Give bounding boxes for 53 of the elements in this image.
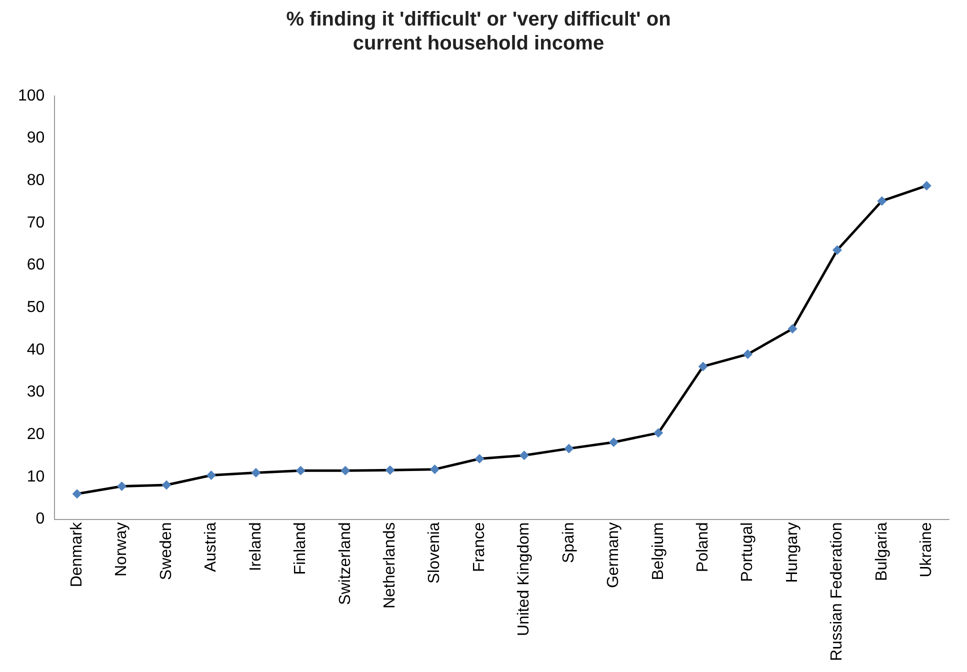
point — [564, 444, 574, 453]
x-tick-label: Poland — [694, 522, 712, 572]
y-tick-label: 20 — [26, 426, 45, 444]
text: % finding it 'difficult' or 'very difficult' on — [286, 8, 671, 31]
y-tick-label: 60 — [26, 256, 45, 274]
x-tick-label: Ireland — [247, 522, 264, 572]
x-tick-label: Belgium — [650, 522, 667, 580]
point — [386, 466, 394, 474]
point — [341, 466, 350, 475]
point — [744, 350, 752, 358]
point — [206, 470, 216, 480]
y-tick-label: 10 — [26, 468, 45, 486]
y-tick-label: 100 — [18, 87, 45, 104]
x-tick-label: United Kingdom — [516, 522, 533, 636]
point — [922, 181, 931, 190]
x-tick-label: France — [470, 522, 488, 572]
y-tick-label: 80 — [26, 172, 45, 190]
point — [698, 362, 708, 371]
text: current household income — [352, 32, 604, 55]
x-tick-label: Germany — [605, 522, 622, 588]
x-tick-label: Slovenia — [426, 522, 444, 584]
x-tick-label: Switzerland — [336, 522, 354, 605]
point — [430, 465, 440, 474]
x-tick-label: Denmark — [68, 521, 86, 588]
y-tick-label: 50 — [26, 299, 45, 316]
point — [520, 451, 528, 460]
x-tick-label: Norway — [113, 522, 130, 576]
y-tick-label: 90 — [26, 130, 45, 147]
y-tick-label: 0 — [36, 510, 45, 528]
x-tick-label: Portugal — [739, 522, 756, 582]
point — [654, 428, 663, 438]
x-tick-label: Austria — [202, 522, 220, 572]
x-tick-label: Netherlands — [381, 522, 398, 609]
x-tick-label: Finland — [292, 522, 310, 575]
point — [788, 324, 797, 334]
point — [162, 480, 171, 490]
x-tick-label: Bulgaria — [873, 522, 890, 581]
x-tick-label: Sweden — [158, 522, 175, 580]
point — [609, 438, 618, 446]
point — [252, 468, 260, 477]
point — [832, 246, 842, 254]
x-tick-label: Russian Federation — [828, 522, 846, 662]
y-tick-label: 30 — [26, 384, 45, 401]
x-tick-label: Hungary — [784, 522, 801, 583]
point — [118, 482, 126, 490]
x-tick-label: Ukraine — [918, 522, 936, 578]
point — [72, 490, 82, 498]
point — [296, 466, 305, 475]
point — [475, 454, 484, 463]
point — [878, 196, 886, 206]
y-tick-label: 40 — [26, 341, 45, 358]
y-tick-label: 70 — [26, 214, 45, 232]
x-tick-label: Spain — [560, 522, 578, 564]
